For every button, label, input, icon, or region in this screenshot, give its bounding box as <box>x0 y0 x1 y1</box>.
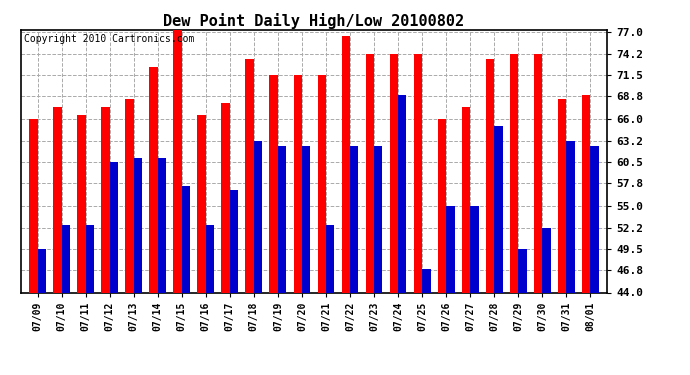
Bar <box>254 141 262 292</box>
Bar <box>398 95 406 292</box>
Bar <box>126 99 134 292</box>
Text: Copyright 2010 Cartronics.com: Copyright 2010 Cartronics.com <box>23 34 194 44</box>
Bar <box>326 225 335 292</box>
Bar <box>566 141 575 292</box>
Bar <box>278 146 286 292</box>
Bar <box>591 146 599 292</box>
Bar <box>246 59 254 292</box>
Bar <box>582 95 591 292</box>
Bar <box>134 158 142 292</box>
Bar <box>53 107 61 292</box>
Bar <box>61 225 70 292</box>
Bar <box>446 206 455 292</box>
Bar <box>181 186 190 292</box>
Bar <box>486 59 494 292</box>
Bar <box>437 118 446 292</box>
Bar <box>270 75 278 292</box>
Bar <box>29 118 37 292</box>
Bar <box>149 67 158 292</box>
Bar <box>462 107 470 292</box>
Bar <box>510 54 518 292</box>
Bar <box>197 115 206 292</box>
Bar <box>230 190 238 292</box>
Bar <box>206 225 214 292</box>
Bar <box>414 54 422 292</box>
Bar <box>77 115 86 292</box>
Bar <box>470 206 479 292</box>
Title: Dew Point Daily High/Low 20100802: Dew Point Daily High/Low 20100802 <box>164 13 464 29</box>
Bar <box>366 54 374 292</box>
Bar <box>534 54 542 292</box>
Bar <box>494 126 502 292</box>
Bar <box>101 107 110 292</box>
Bar <box>422 269 431 292</box>
Bar <box>558 99 566 292</box>
Bar <box>110 162 118 292</box>
Bar <box>173 28 181 292</box>
Bar <box>317 75 326 292</box>
Bar <box>350 146 358 292</box>
Bar <box>37 249 46 292</box>
Bar <box>221 103 230 292</box>
Bar <box>293 75 302 292</box>
Bar <box>390 54 398 292</box>
Bar <box>302 146 311 292</box>
Bar <box>342 36 350 292</box>
Bar <box>158 158 166 292</box>
Bar <box>542 228 551 292</box>
Bar <box>374 146 382 292</box>
Bar <box>86 225 94 292</box>
Bar <box>518 249 526 292</box>
